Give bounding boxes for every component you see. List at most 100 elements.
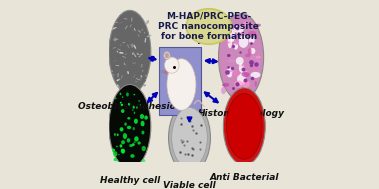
Ellipse shape — [121, 140, 125, 144]
Ellipse shape — [144, 115, 148, 120]
Ellipse shape — [121, 149, 124, 151]
Ellipse shape — [164, 57, 179, 73]
Ellipse shape — [120, 93, 121, 95]
Ellipse shape — [249, 22, 253, 30]
Ellipse shape — [222, 84, 226, 86]
Ellipse shape — [167, 59, 196, 110]
Ellipse shape — [219, 14, 264, 101]
Ellipse shape — [221, 33, 230, 37]
Ellipse shape — [113, 151, 117, 157]
Ellipse shape — [141, 146, 146, 151]
Ellipse shape — [251, 72, 260, 78]
Ellipse shape — [233, 43, 238, 50]
Ellipse shape — [130, 154, 135, 158]
Ellipse shape — [122, 96, 123, 98]
Ellipse shape — [245, 54, 251, 57]
Ellipse shape — [121, 149, 125, 154]
Ellipse shape — [228, 36, 232, 48]
Ellipse shape — [254, 81, 257, 87]
Text: Histomorphology: Histomorphology — [197, 109, 285, 118]
Ellipse shape — [124, 122, 127, 126]
Ellipse shape — [127, 117, 130, 119]
Ellipse shape — [256, 24, 261, 26]
Ellipse shape — [241, 63, 246, 67]
Ellipse shape — [123, 133, 127, 139]
Ellipse shape — [234, 81, 243, 88]
Ellipse shape — [239, 63, 244, 73]
Ellipse shape — [120, 102, 122, 104]
Ellipse shape — [133, 141, 136, 143]
Text: Osteoblast adhesion: Osteoblast adhesion — [78, 102, 182, 111]
Ellipse shape — [248, 31, 256, 36]
Ellipse shape — [164, 51, 170, 60]
Ellipse shape — [221, 87, 226, 94]
Ellipse shape — [243, 22, 247, 26]
Ellipse shape — [250, 67, 256, 70]
Ellipse shape — [232, 70, 238, 76]
Ellipse shape — [140, 104, 141, 105]
Ellipse shape — [227, 94, 262, 159]
Ellipse shape — [226, 70, 233, 72]
Ellipse shape — [118, 154, 120, 155]
Ellipse shape — [133, 94, 135, 95]
Ellipse shape — [137, 141, 141, 145]
Ellipse shape — [223, 88, 265, 165]
Ellipse shape — [114, 158, 117, 161]
Ellipse shape — [186, 9, 232, 44]
Ellipse shape — [230, 29, 235, 42]
Text: Healthy cell: Healthy cell — [100, 176, 160, 185]
Ellipse shape — [121, 104, 123, 106]
Ellipse shape — [132, 143, 135, 146]
Ellipse shape — [116, 159, 118, 161]
Ellipse shape — [127, 139, 129, 140]
Ellipse shape — [112, 149, 115, 152]
Ellipse shape — [109, 10, 151, 94]
Ellipse shape — [126, 92, 129, 96]
Ellipse shape — [229, 36, 232, 39]
Ellipse shape — [138, 100, 140, 102]
Ellipse shape — [121, 109, 124, 113]
Ellipse shape — [141, 159, 146, 162]
Ellipse shape — [127, 138, 130, 143]
Ellipse shape — [227, 59, 235, 63]
Ellipse shape — [128, 103, 130, 106]
Ellipse shape — [237, 74, 246, 85]
Ellipse shape — [134, 112, 135, 114]
FancyBboxPatch shape — [159, 47, 201, 115]
Ellipse shape — [134, 119, 138, 124]
Ellipse shape — [122, 128, 123, 130]
Ellipse shape — [169, 102, 210, 173]
Ellipse shape — [133, 106, 135, 109]
Ellipse shape — [249, 37, 255, 43]
Ellipse shape — [250, 56, 258, 60]
Text: Viable cell: Viable cell — [163, 181, 216, 189]
Ellipse shape — [129, 144, 133, 147]
Text: Anti Bacterial: Anti Bacterial — [210, 173, 279, 182]
Ellipse shape — [226, 67, 233, 77]
Ellipse shape — [136, 106, 138, 109]
Ellipse shape — [256, 56, 261, 59]
Ellipse shape — [132, 109, 133, 111]
Ellipse shape — [120, 127, 124, 132]
Ellipse shape — [133, 127, 135, 130]
Ellipse shape — [172, 108, 207, 168]
Ellipse shape — [242, 80, 250, 88]
Ellipse shape — [140, 114, 144, 119]
Ellipse shape — [241, 23, 244, 27]
Ellipse shape — [141, 131, 144, 134]
Ellipse shape — [114, 133, 116, 136]
Ellipse shape — [238, 36, 248, 48]
Ellipse shape — [115, 97, 116, 99]
Ellipse shape — [222, 42, 230, 43]
Ellipse shape — [109, 84, 151, 168]
Ellipse shape — [250, 48, 255, 54]
Ellipse shape — [223, 34, 226, 37]
Ellipse shape — [242, 72, 250, 77]
Ellipse shape — [222, 29, 225, 37]
Ellipse shape — [119, 144, 122, 148]
Ellipse shape — [117, 133, 119, 136]
Ellipse shape — [143, 116, 144, 117]
Ellipse shape — [134, 136, 139, 142]
Ellipse shape — [236, 57, 244, 65]
Ellipse shape — [234, 38, 239, 45]
